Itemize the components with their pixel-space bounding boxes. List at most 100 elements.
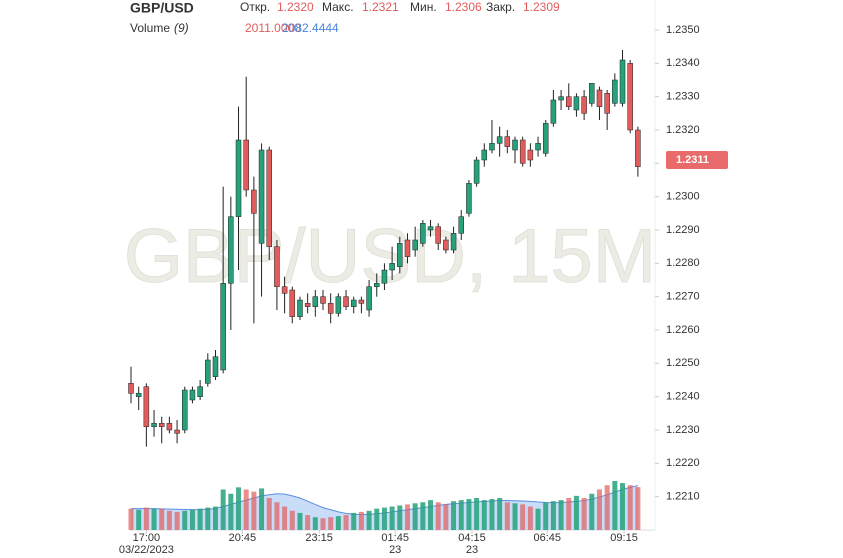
- volume-bar: [558, 500, 564, 530]
- volume-bar: [374, 508, 380, 530]
- last-price-label: 1.2311: [676, 154, 709, 166]
- volume-bar: [489, 499, 495, 530]
- volume-bar: [504, 502, 510, 530]
- candle-body: [266, 149, 272, 247]
- volume-bar: [274, 502, 280, 530]
- volume-bar: [566, 498, 572, 530]
- volume-bar: [627, 485, 633, 530]
- volume-bar: [312, 517, 318, 530]
- x-tick-label: 17:00: [133, 532, 161, 544]
- volume-bar: [236, 487, 242, 530]
- y-tick-label: 1.2350: [666, 24, 700, 36]
- candle-body: [489, 143, 495, 151]
- volume-bar: [343, 515, 349, 530]
- watermark: GBP/USD, 15M: [124, 214, 656, 299]
- candle-body: [535, 143, 541, 151]
- x-tick-label: 06:45: [533, 532, 561, 544]
- volume-bar: [451, 501, 457, 530]
- candle-body: [450, 233, 457, 251]
- candle-body: [343, 296, 349, 307]
- ohlc-label: Закр.: [486, 0, 515, 14]
- y-tick-label: 1.2320: [666, 124, 700, 136]
- candle-body: [496, 136, 503, 144]
- volume-bar: [197, 508, 203, 530]
- volume-bar: [466, 499, 472, 530]
- ohlc-label: Откр.: [240, 0, 270, 14]
- candle-body: [404, 239, 411, 257]
- volume-bar: [228, 493, 234, 530]
- candle-body: [366, 286, 372, 311]
- y-tick-label: 1.2250: [666, 357, 700, 369]
- candle-body: [512, 139, 518, 151]
- candle-body: [527, 149, 534, 161]
- volume-bar: [397, 505, 403, 530]
- volume-bar: [527, 506, 533, 530]
- volume-title: Volume: [130, 21, 170, 35]
- candle-body: [473, 159, 480, 184]
- volume-bar: [412, 503, 418, 530]
- volume-bar: [220, 489, 226, 530]
- x-tick-label: 01:45: [381, 532, 409, 544]
- candle-body: [212, 356, 219, 377]
- candle-body: [604, 93, 610, 114]
- candle-body: [412, 239, 418, 251]
- volume-bar: [143, 507, 149, 530]
- y-tick-label: 1.2260: [666, 324, 700, 336]
- volume-bar: [297, 512, 303, 530]
- volume-ma-value: 2082.4444: [282, 21, 339, 35]
- candle-body: [619, 59, 626, 104]
- candle-body: [251, 189, 257, 214]
- volume-bar: [543, 502, 549, 530]
- volume-bar: [366, 510, 372, 530]
- volume-bar: [481, 500, 487, 530]
- volume-bar: [335, 516, 341, 530]
- candle-body: [558, 96, 564, 101]
- volume-period: (9): [174, 21, 189, 35]
- candle-body: [143, 386, 150, 427]
- candle-body: [481, 149, 488, 161]
- volume-bar: [474, 498, 480, 530]
- candle-body: [389, 263, 395, 271]
- candle-body: [458, 216, 464, 234]
- volume-bar: [573, 495, 579, 530]
- volume-bar: [420, 502, 426, 530]
- candle-body: [566, 96, 572, 107]
- candle-body: [612, 79, 618, 104]
- volume-bar: [189, 509, 195, 530]
- candle-body: [327, 303, 334, 314]
- volume-bar: [251, 491, 257, 530]
- volume-ma-area: [131, 485, 638, 530]
- x-tick-label: 04:15: [458, 532, 486, 544]
- volume-bar: [243, 489, 249, 530]
- candle-body: [205, 359, 211, 384]
- volume-bar: [612, 480, 618, 530]
- x-tick-sublabel: 23: [466, 544, 478, 556]
- candle-body: [274, 246, 280, 287]
- candle-body: [397, 243, 403, 267]
- candle-body: [166, 423, 173, 431]
- candle-body: [135, 393, 142, 397]
- candle-body: [189, 389, 196, 401]
- last-price-tag: [666, 151, 728, 169]
- candle-body: [627, 63, 633, 131]
- volume-bar: [389, 506, 395, 530]
- volume-bar: [435, 502, 441, 530]
- ohlc-label: Мин.: [410, 0, 437, 14]
- volume-bar: [136, 509, 142, 530]
- candle-body: [182, 389, 188, 431]
- candle-body: [589, 83, 595, 104]
- candle-body: [312, 296, 319, 307]
- candle-body: [427, 226, 434, 231]
- candle-body: [320, 296, 326, 304]
- ohlc-value: 1.2309: [523, 0, 560, 14]
- ohlc-label: Макс.: [322, 0, 354, 14]
- volume-bar: [535, 508, 541, 530]
- candle-body: [128, 383, 134, 394]
- candle-body: [581, 96, 587, 114]
- volume-bar: [174, 511, 180, 530]
- volume-value: 2011.0000: [245, 21, 301, 35]
- volume-bar: [404, 504, 410, 530]
- candle-body: [289, 289, 296, 317]
- candle-body: [174, 429, 180, 434]
